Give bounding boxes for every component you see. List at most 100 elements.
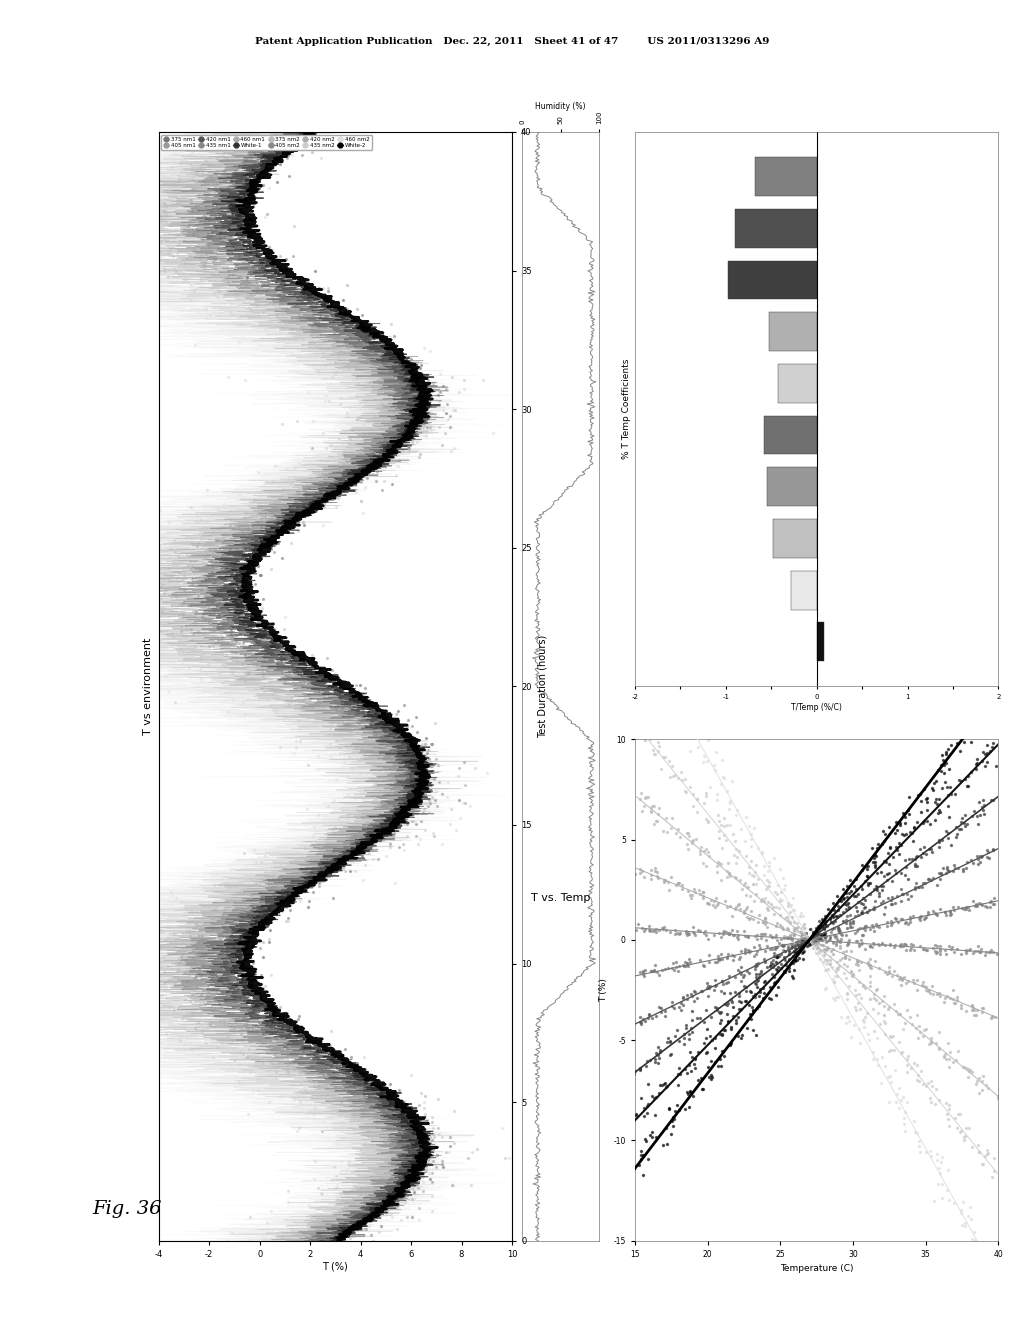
- Point: [640, 1148, 656, 1170]
- Point: [916, 908, 933, 929]
- Point: [210, 994, 226, 1015]
- Point: [880, 1067, 896, 1088]
- Point: [647, 1126, 664, 1147]
- Point: [272, 269, 289, 290]
- Point: [301, 1044, 317, 1065]
- Point: [821, 929, 838, 950]
- Point: [763, 989, 779, 1010]
- Point: [218, 940, 234, 961]
- Point: [364, 1204, 380, 1225]
- Point: [399, 437, 416, 458]
- Point: [377, 1088, 393, 1109]
- Point: [869, 876, 886, 898]
- Point: [342, 725, 358, 746]
- Point: [278, 671, 294, 692]
- Point: [868, 979, 885, 1001]
- Point: [204, 562, 220, 583]
- Point: [764, 964, 780, 985]
- Point: [255, 136, 271, 157]
- Point: [624, 622, 640, 643]
- Point: [184, 568, 201, 589]
- Point: [241, 517, 257, 539]
- Point: [391, 449, 408, 470]
- Point: [676, 1034, 692, 1055]
- Point: [385, 1162, 401, 1183]
- Point: [456, 370, 472, 391]
- Point: [345, 1197, 361, 1218]
- Point: [353, 1065, 370, 1086]
- Point: [343, 319, 359, 341]
- Point: [981, 677, 997, 698]
- Point: [825, 972, 842, 993]
- Point: [157, 260, 173, 281]
- Point: [347, 799, 364, 820]
- Point: [145, 896, 162, 917]
- Point: [157, 201, 173, 222]
- Point: [637, 730, 653, 751]
- Point: [898, 1090, 914, 1111]
- Point: [896, 1101, 912, 1122]
- Point: [850, 891, 866, 912]
- Point: [805, 937, 821, 958]
- Point: [257, 916, 273, 937]
- Point: [808, 927, 824, 948]
- Point: [655, 746, 672, 767]
- Point: [881, 956, 897, 977]
- Point: [224, 157, 241, 178]
- Point: [383, 422, 399, 444]
- Point: [874, 891, 891, 912]
- Point: [294, 1059, 310, 1080]
- Point: [687, 882, 703, 903]
- Point: [250, 1049, 266, 1071]
- Point: [372, 446, 388, 467]
- Point: [876, 904, 892, 925]
- Point: [677, 1059, 693, 1080]
- Point: [270, 882, 287, 903]
- Point: [396, 1173, 413, 1195]
- Point: [251, 263, 267, 284]
- Point: [200, 556, 216, 577]
- Point: [985, 894, 1001, 915]
- Point: [330, 348, 346, 370]
- Point: [632, 1060, 648, 1081]
- Point: [326, 694, 342, 715]
- Point: [310, 465, 327, 486]
- Point: [815, 942, 831, 964]
- Point: [355, 1106, 372, 1127]
- Point: [210, 582, 226, 603]
- Point: [904, 822, 921, 843]
- Point: [803, 933, 819, 954]
- Point: [869, 916, 886, 937]
- Point: [217, 949, 233, 970]
- Point: [261, 506, 278, 527]
- Point: [777, 875, 794, 896]
- Point: [711, 853, 727, 874]
- Point: [136, 636, 153, 657]
- Point: [194, 668, 210, 689]
- Point: [417, 411, 433, 432]
- Point: [676, 1027, 692, 1048]
- Point: [679, 1084, 695, 1105]
- Point: [932, 869, 948, 890]
- Point: [245, 248, 261, 269]
- Point: [682, 1081, 698, 1102]
- Point: [147, 213, 164, 234]
- Point: [346, 455, 362, 477]
- Point: [798, 929, 814, 950]
- Point: [970, 705, 986, 726]
- Point: [243, 263, 259, 284]
- Point: [637, 788, 653, 809]
- Point: [286, 1059, 302, 1080]
- Point: [177, 961, 194, 982]
- Point: [279, 1059, 295, 1080]
- Point: [984, 838, 1000, 859]
- Point: [417, 1104, 433, 1125]
- Point: [737, 977, 754, 998]
- Bar: [778, 364, 817, 403]
- Point: [728, 800, 744, 821]
- Point: [329, 1076, 345, 1097]
- Point: [237, 186, 253, 207]
- Point: [866, 845, 883, 866]
- Point: [349, 458, 366, 479]
- Point: [292, 1065, 308, 1086]
